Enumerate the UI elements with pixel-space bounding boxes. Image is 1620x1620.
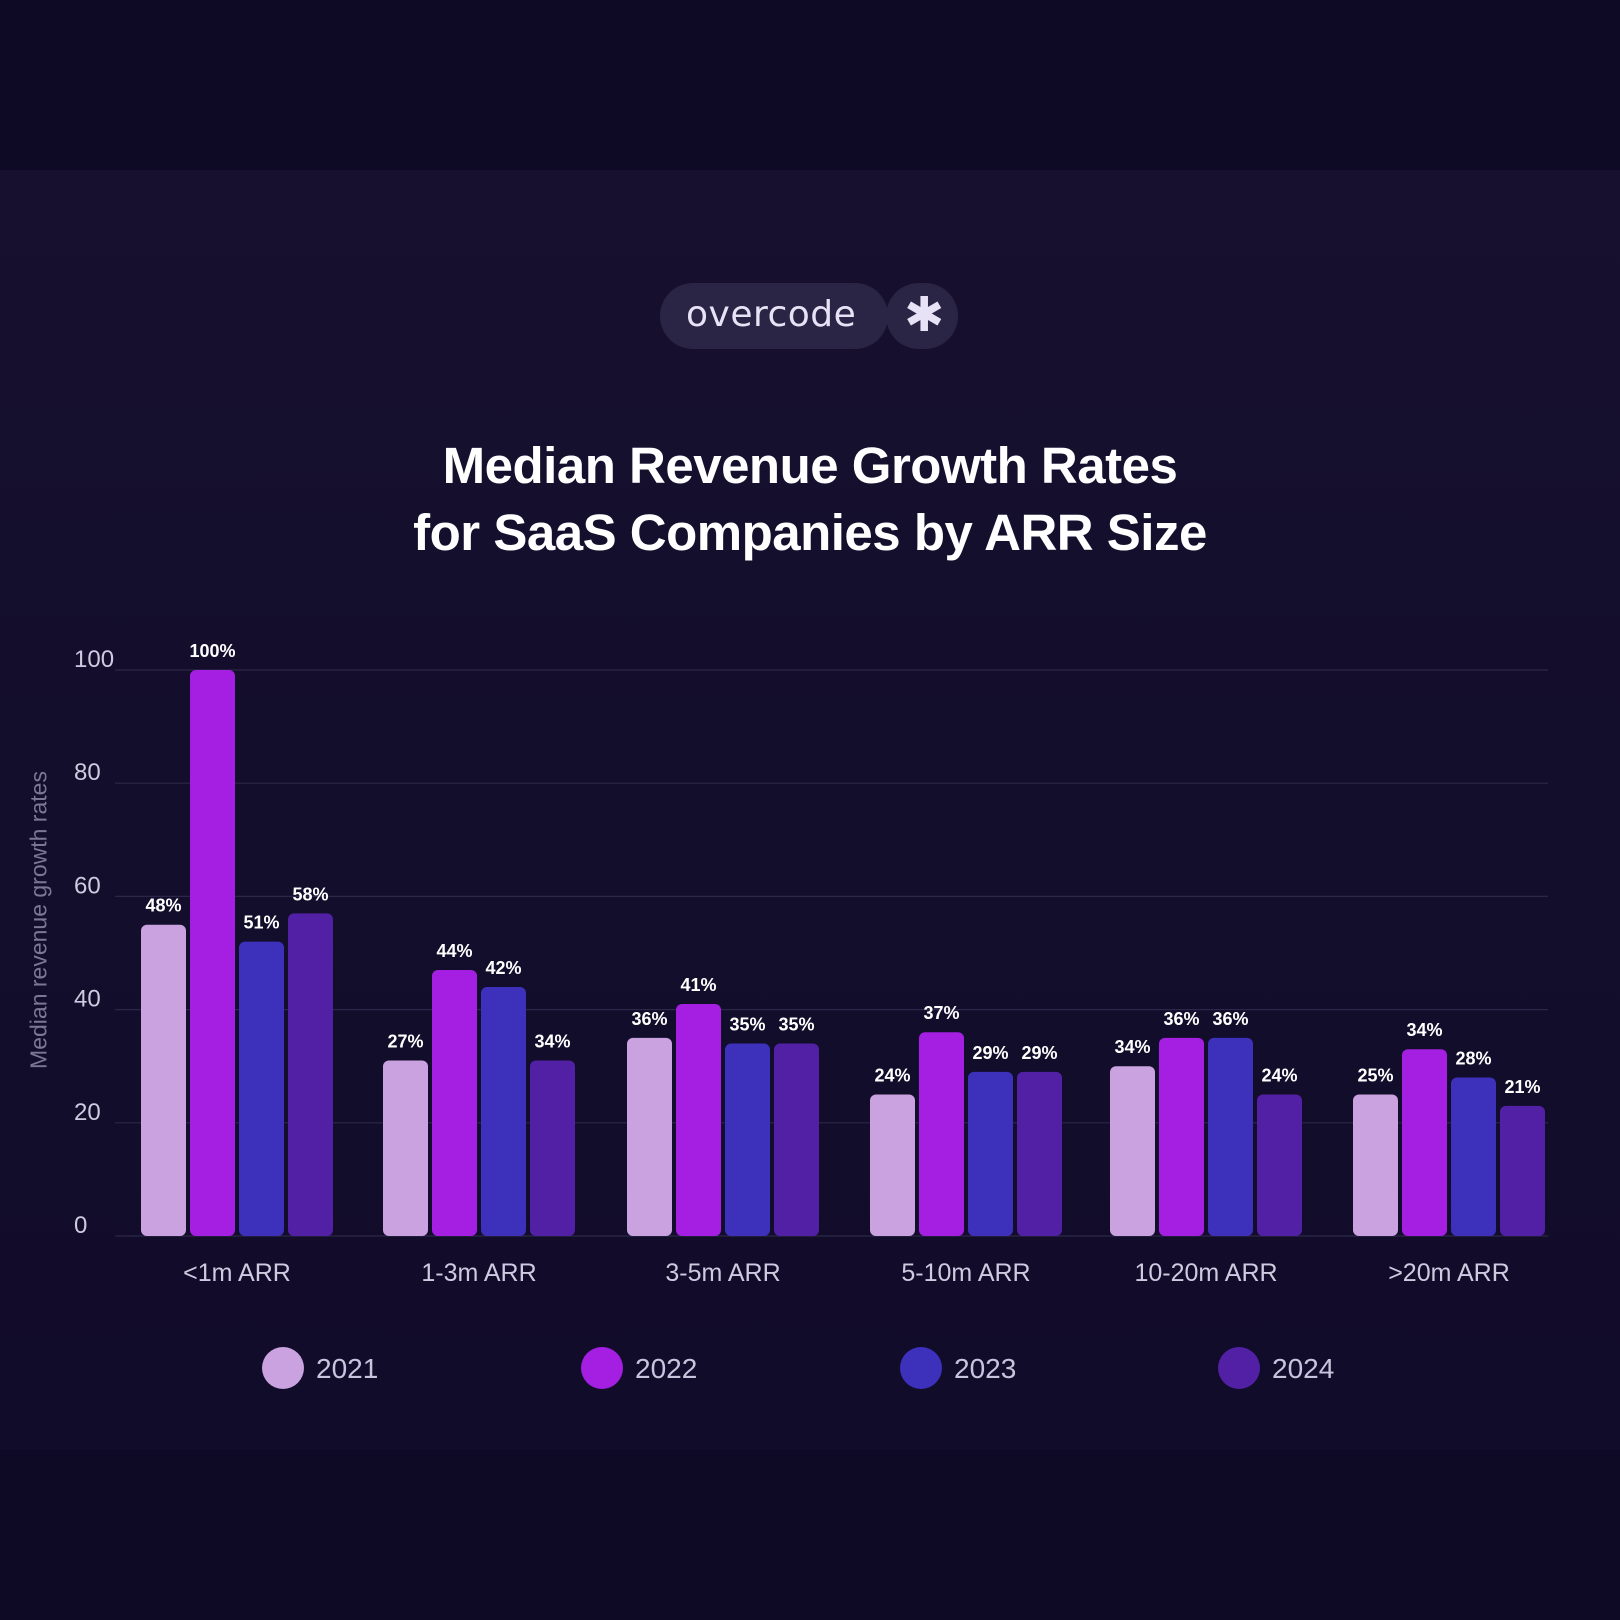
legend-label: 2023: [954, 1353, 1017, 1384]
bar: [968, 1071, 1013, 1236]
brand-logo: overcode ✱: [660, 283, 958, 349]
logo-mark-circle: [886, 283, 958, 349]
data-label: 37%: [923, 1003, 959, 1023]
y-tick-label: 40: [74, 986, 101, 1013]
data-label: 34%: [1114, 1037, 1150, 1057]
background-band: [0, 170, 1620, 1450]
brand-name: overcode: [686, 294, 857, 335]
data-label: 21%: [1504, 1077, 1540, 1097]
bar: [530, 1060, 575, 1236]
bar: [1017, 1071, 1062, 1236]
x-tick-label: 5-10m ARR: [901, 1259, 1030, 1287]
data-label: 58%: [292, 884, 328, 904]
data-label: 29%: [972, 1043, 1008, 1063]
data-label: 100%: [189, 641, 235, 661]
data-label: 44%: [436, 941, 472, 961]
y-tick-label: 60: [74, 872, 101, 899]
bar: [1159, 1037, 1204, 1236]
bar: [1500, 1105, 1545, 1236]
legend-swatch: [581, 1347, 623, 1389]
chart-title: Median Revenue Growth Rates for SaaS Com…: [0, 432, 1620, 566]
bar: [725, 1043, 770, 1236]
bar: [190, 670, 235, 1236]
chart-title-line-2: for SaaS Companies by ARR Size: [413, 504, 1207, 561]
data-label: 36%: [1212, 1009, 1248, 1029]
data-label: 42%: [485, 958, 521, 978]
bar: [481, 986, 526, 1236]
y-tick-label: 80: [74, 759, 101, 786]
legend-swatch: [262, 1347, 304, 1389]
legend-label: 2022: [635, 1353, 698, 1384]
bar: [1257, 1094, 1302, 1236]
x-tick-label: 3-5m ARR: [665, 1259, 780, 1287]
data-label: 27%: [387, 1032, 423, 1052]
bar: [1110, 1066, 1155, 1236]
data-label: 24%: [1261, 1066, 1297, 1086]
bar: [1208, 1037, 1253, 1236]
bar: [774, 1043, 819, 1236]
data-label: 35%: [778, 1015, 814, 1035]
x-tick-label: >20m ARR: [1388, 1259, 1510, 1287]
x-tick-label: <1m ARR: [183, 1259, 291, 1287]
bar: [383, 1060, 428, 1236]
data-label: 24%: [874, 1066, 910, 1086]
bar: [1353, 1094, 1398, 1236]
bar: [870, 1094, 915, 1236]
bar: [239, 941, 284, 1236]
legend-swatch: [1218, 1347, 1260, 1389]
data-label: 34%: [534, 1032, 570, 1052]
data-label: 41%: [680, 975, 716, 995]
data-label: 28%: [1455, 1049, 1491, 1069]
bar: [1402, 1049, 1447, 1236]
legend-swatch: [900, 1347, 942, 1389]
chart-legend: 2021 2022 2023 2024: [0, 1347, 1620, 1397]
data-label: 36%: [1163, 1009, 1199, 1029]
y-tick-label: 100: [74, 646, 114, 673]
data-label: 48%: [145, 896, 181, 916]
data-label: 35%: [729, 1015, 765, 1035]
bar: [141, 924, 186, 1236]
legend-label: 2024: [1272, 1353, 1335, 1384]
bar: [627, 1037, 672, 1236]
asterisk-icon: ✱: [904, 287, 945, 343]
bar: [676, 1003, 721, 1236]
bar: [432, 969, 477, 1236]
data-label: 34%: [1406, 1020, 1442, 1040]
bar: [1451, 1077, 1496, 1236]
data-label: 29%: [1021, 1043, 1057, 1063]
legend-label: 2021: [316, 1353, 379, 1384]
data-label: 36%: [631, 1009, 667, 1029]
x-tick-label: 10-20m ARR: [1134, 1259, 1277, 1287]
y-tick-label: 0: [74, 1212, 87, 1239]
bar: [919, 1032, 964, 1236]
bar-chart: 0 20 40 60 80 100 48% 100% 51% 58% <1m ARR 27% 44% 42…: [74, 641, 1548, 1287]
bar: [288, 913, 333, 1236]
x-tick-label: 1-3m ARR: [421, 1259, 536, 1287]
data-label: 25%: [1357, 1066, 1393, 1086]
logo-pill: [660, 283, 888, 349]
data-label: 51%: [243, 913, 279, 933]
chart-title-line-1: Median Revenue Growth Rates: [442, 437, 1178, 494]
y-tick-label: 20: [74, 1099, 101, 1126]
